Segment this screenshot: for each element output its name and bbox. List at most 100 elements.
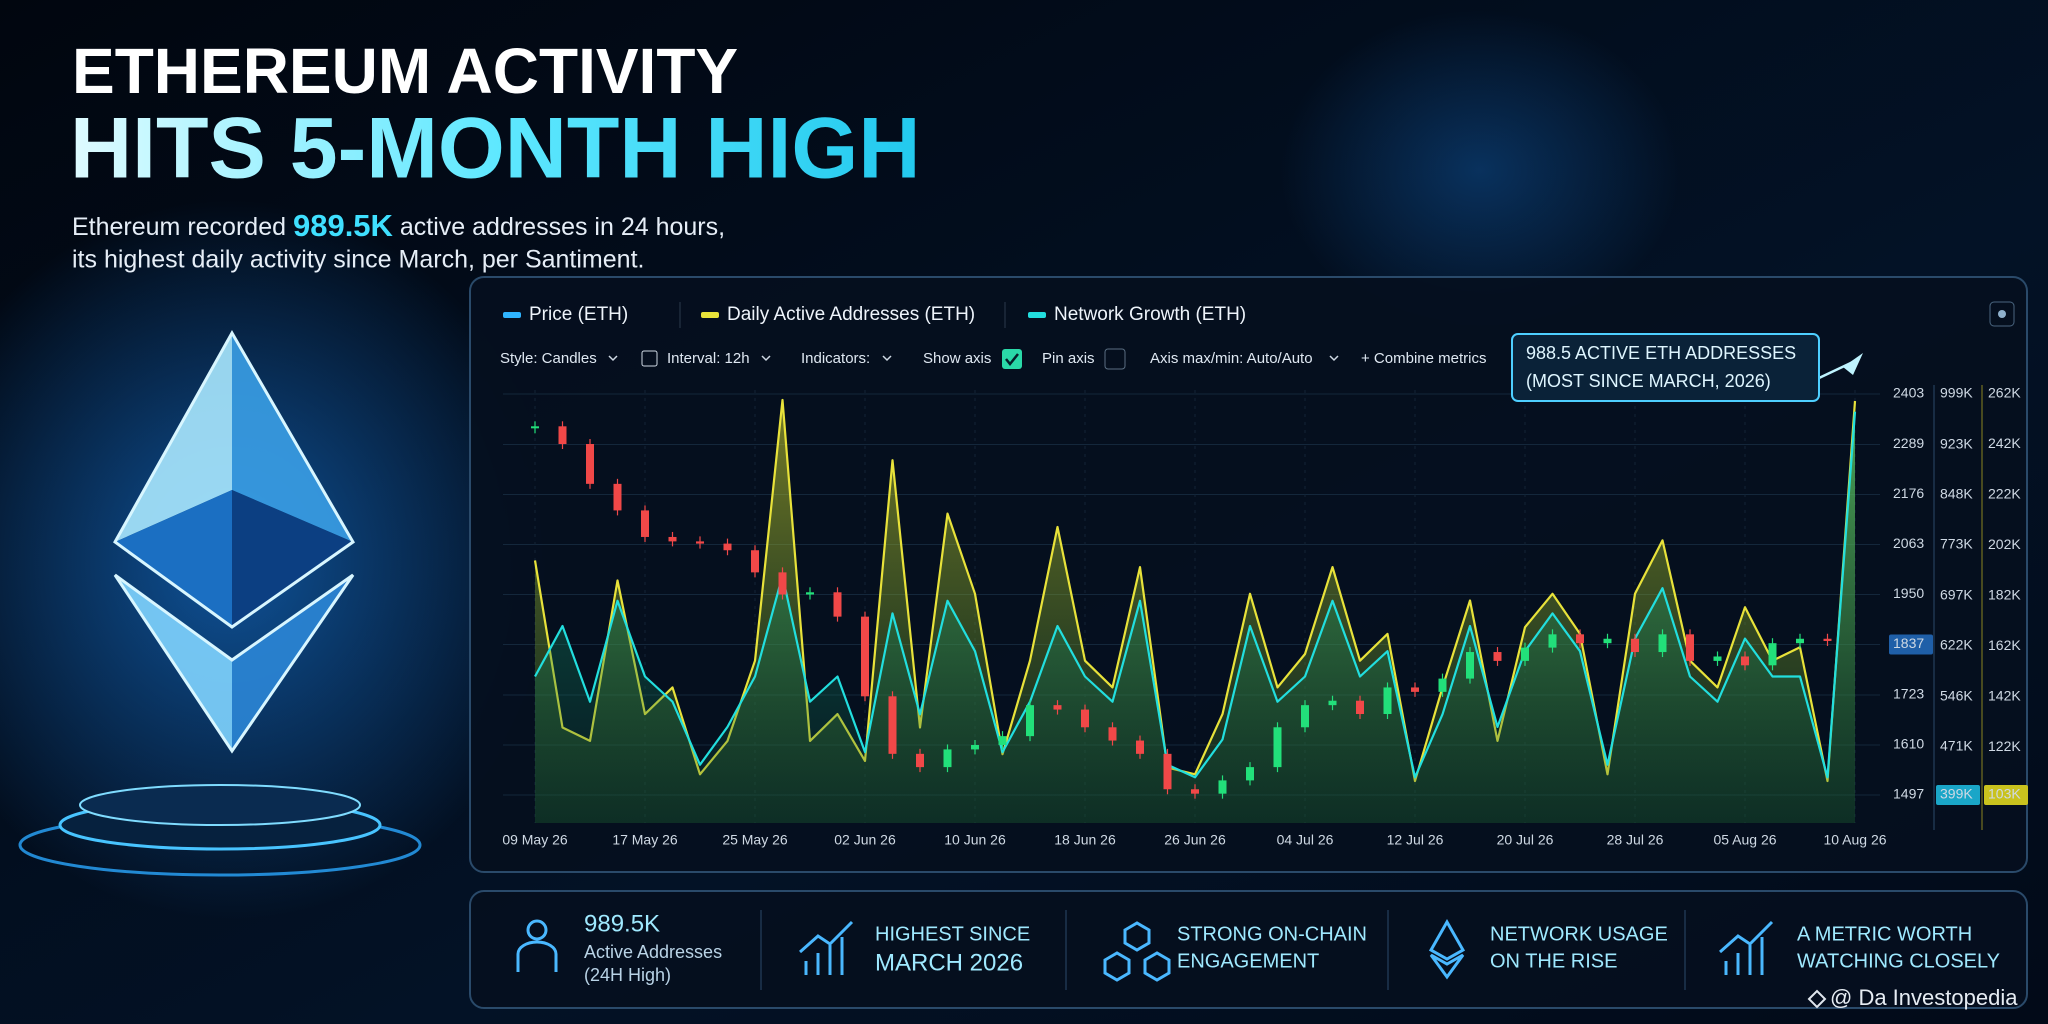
y-tick-label: 202K	[1988, 536, 2021, 552]
legend-label: Network Growth (ETH)	[1054, 304, 1246, 325]
stat-top: HIGHEST SINCE	[875, 923, 1030, 945]
subtitle-text: active addresses in 24 hours,	[400, 213, 725, 241]
x-tick-label: 25 May 26	[722, 832, 788, 848]
annotation-arrowhead	[1843, 353, 1863, 376]
y-tick-label: 1610	[1893, 736, 1924, 752]
x-tick-label: 18 Jun 26	[1054, 832, 1116, 848]
stat-bottom: MARCH 2026	[875, 949, 1023, 976]
x-tick-label: 02 Jun 26	[834, 832, 896, 848]
candle	[1108, 727, 1117, 741]
candle	[1548, 634, 1557, 648]
dropdown-caret	[608, 355, 618, 362]
stat-bottom: ENGAGEMENT	[1177, 950, 1319, 972]
growth-icon	[799, 920, 854, 975]
stats-panel	[469, 890, 2028, 1009]
toolbar-combine[interactable]: + Combine metrics	[1361, 350, 1486, 367]
plot: 2403 2289 2176 2063 1950 1837 1723 1610 1497 999K…	[502, 353, 2028, 848]
stat-top: STRONG ON-CHAIN	[1177, 923, 1367, 945]
area-fill	[535, 411, 1855, 823]
tick-highlight	[1889, 634, 1933, 655]
candle	[861, 616, 869, 697]
growth-icon	[1719, 920, 1774, 975]
toolbar-show-axis: Show axis	[923, 350, 991, 367]
legend-swatch	[1028, 312, 1046, 318]
y-tick-label: 923K	[1940, 435, 1973, 451]
candle	[1273, 727, 1282, 768]
legend-swatch	[701, 312, 719, 318]
candle	[1713, 656, 1722, 661]
candle	[888, 696, 897, 754]
tick-highlight	[1984, 785, 2028, 805]
candle	[1136, 740, 1144, 754]
tick-highlight	[1936, 785, 1980, 805]
watermark-icon	[1807, 989, 1827, 1009]
y-tick-label: 399K	[1940, 786, 1973, 802]
legend: Price (ETH) Daily Active Addresses (ETH) N…	[503, 304, 1246, 325]
candle	[943, 749, 952, 768]
candle	[971, 744, 979, 750]
x-tick-label: 10 Aug 26	[1823, 832, 1886, 848]
y-tick-label: 162K	[1988, 637, 2021, 653]
series-line	[533, 398, 1857, 783]
stat-bottom: WATCHING CLOSELY	[1797, 950, 2000, 972]
y-tick-label: 182K	[1988, 586, 2021, 602]
people-icon	[516, 940, 558, 972]
candle	[1658, 634, 1667, 653]
x-tick-label: 10 Jun 26	[944, 832, 1006, 848]
y-tick-label: 1837	[1893, 635, 1924, 651]
candle	[1163, 753, 1172, 790]
y-tick-label: 2289	[1893, 435, 1924, 451]
y-tick-label: 1497	[1893, 786, 1924, 802]
toolbar-style[interactable]: Style: Candles	[500, 350, 597, 367]
x-tick-label: 17 May 26	[612, 832, 678, 848]
toolbar-interval[interactable]: Interval: 12h	[667, 350, 750, 367]
y-tick-label: 262K	[1988, 385, 2021, 401]
y-tick-label: 2403	[1893, 385, 1924, 401]
checkbox[interactable]	[1104, 348, 1126, 370]
candle	[1301, 705, 1309, 728]
candle	[1631, 638, 1639, 653]
candle	[586, 444, 594, 484]
legend-swatch	[503, 312, 521, 318]
subtitle-text: Ethereum recorded	[72, 213, 286, 241]
candle	[1603, 638, 1612, 644]
candle	[1026, 705, 1034, 737]
candle	[806, 592, 814, 595]
settings-button[interactable]	[1989, 301, 2015, 327]
toolbar: Style: Candles Interval: 12h Indicators:…	[500, 348, 1486, 370]
toolbar-indicators[interactable]: Indicators:	[801, 350, 870, 367]
candle	[1521, 647, 1529, 661]
candle	[751, 550, 759, 573]
dropdown-caret	[882, 355, 892, 362]
candle	[1356, 700, 1364, 715]
x-tick-label: 09 May 26	[502, 832, 568, 848]
candle	[1493, 652, 1502, 661]
dropdown-caret	[761, 355, 771, 362]
stat-note: (24H High)	[584, 965, 671, 985]
toolbar-pin-axis: Pin axis	[1042, 350, 1095, 367]
subtitle: Ethereum recorded 989.5K active addresse…	[72, 208, 725, 243]
y-tick-label: 546K	[1940, 687, 1973, 703]
subtitle-highlight: 989.5K	[293, 208, 394, 243]
candle	[833, 592, 842, 617]
y-tick-label: 622K	[1940, 637, 1973, 653]
toolbar-axis-minmax[interactable]: Axis max/min: Auto/Auto	[1150, 350, 1313, 367]
candle	[1768, 643, 1777, 666]
y-tick-label: 999K	[1940, 385, 1973, 401]
candle	[696, 541, 704, 544]
stat-value: 989.5K	[584, 910, 660, 937]
x-tick-label: 28 Jul 26	[1607, 832, 1664, 848]
candle	[998, 736, 1007, 745]
y-tick-label: 142K	[1988, 687, 2021, 703]
candle	[1081, 709, 1089, 728]
legend-label: Price (ETH)	[529, 304, 628, 325]
x-tick-label: 05 Aug 26	[1713, 832, 1776, 848]
title-line-1: ETHEREUM ACTIVITY	[72, 35, 738, 107]
candle	[1438, 678, 1447, 692]
checkbox-checked[interactable]	[1002, 349, 1022, 369]
x-tick-label: 12 Jul 26	[1387, 832, 1444, 848]
candle	[613, 483, 622, 511]
stat-label: Active Addresses	[584, 942, 722, 962]
